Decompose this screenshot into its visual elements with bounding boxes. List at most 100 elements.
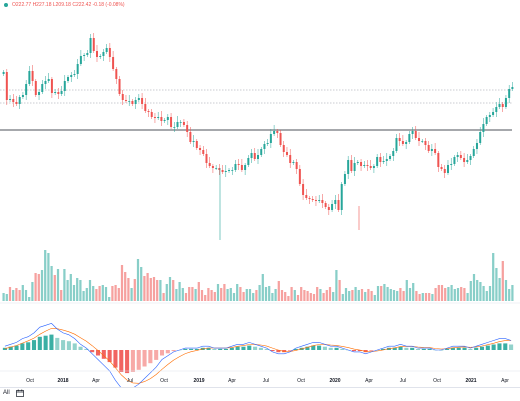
macd-histogram-bar <box>166 350 170 353</box>
candle-body <box>379 157 381 162</box>
volume-bar <box>134 279 136 301</box>
candle-body <box>241 165 243 170</box>
volume-bar <box>194 289 196 301</box>
volume-bar <box>249 289 251 301</box>
volume-bar <box>422 293 424 301</box>
candle-body <box>402 141 404 144</box>
volume-bar <box>233 293 235 301</box>
candle-body <box>354 163 356 171</box>
volume-bar <box>236 284 238 301</box>
x-axis-tick-label: 2019 <box>193 378 204 384</box>
volume-bar <box>50 266 52 301</box>
volume-bar <box>351 290 353 301</box>
macd-histogram-bar <box>108 350 112 362</box>
volume-bar <box>108 297 110 301</box>
candle-body <box>70 75 72 77</box>
candle-body <box>144 104 146 111</box>
volume-bar <box>495 268 497 301</box>
volume-bar <box>268 286 270 301</box>
macd-histogram-bar <box>410 348 414 350</box>
volume-bar <box>31 282 33 301</box>
volume-bar <box>486 291 488 301</box>
volume-bar <box>63 269 65 301</box>
volume-bar <box>60 290 62 301</box>
range-all-button[interactable]: All <box>3 390 10 396</box>
volume-bar <box>294 290 296 301</box>
volume-bar <box>28 297 30 301</box>
candle-body <box>325 203 327 207</box>
candle-body <box>83 55 85 56</box>
volume-bar <box>406 280 408 301</box>
candle-body <box>499 104 501 107</box>
candle-body <box>344 174 346 184</box>
volume-bar <box>396 291 398 301</box>
volume-bar <box>44 250 46 301</box>
volume-bar <box>377 286 379 301</box>
volume-bar <box>9 287 11 301</box>
candle-body <box>77 64 79 74</box>
candle-body <box>338 200 340 210</box>
candle-body <box>128 101 130 102</box>
candle-body <box>492 112 494 115</box>
macd-histogram-bar <box>183 349 187 350</box>
volume-bar <box>287 296 289 301</box>
volume-bar <box>89 280 91 301</box>
volume-bar <box>6 294 8 301</box>
volume-bar <box>156 280 158 301</box>
candle-body <box>421 141 423 142</box>
volume-bar <box>2 293 4 301</box>
candle-body <box>189 132 191 142</box>
candle-body <box>392 151 394 156</box>
volume-bar <box>153 277 155 301</box>
volume-bar <box>281 290 283 301</box>
volume-bar <box>470 281 472 301</box>
volume-bar <box>230 288 232 301</box>
candle-body <box>205 154 207 163</box>
macd-histogram-bar <box>32 340 36 350</box>
volume-bar <box>214 292 216 301</box>
volume-bar <box>415 291 417 301</box>
macd-histogram-bar <box>474 348 478 350</box>
volume-bar <box>79 280 81 301</box>
volume-bar <box>15 288 17 301</box>
candle-body <box>102 52 104 56</box>
volume-bar <box>322 293 324 301</box>
x-axis-tick-label: Apr <box>92 378 100 384</box>
volume-bar <box>130 288 132 301</box>
macd-histogram-bar <box>38 337 42 350</box>
candle-body <box>505 98 507 107</box>
candle-body <box>202 150 204 154</box>
macd-histogram-bar <box>15 346 19 350</box>
volume-bar <box>498 278 500 301</box>
macd-histogram-bar <box>463 348 467 350</box>
candle-body <box>32 71 34 81</box>
volume-bar <box>95 289 97 301</box>
candle-body <box>260 149 262 155</box>
candle-body <box>12 99 14 102</box>
volume-bar <box>380 286 382 301</box>
volume-bar <box>162 293 164 301</box>
candle-body <box>321 200 323 203</box>
candle-body <box>212 166 214 168</box>
volume-bar <box>473 274 475 301</box>
volume-bar <box>511 285 513 301</box>
macd-histogram-bar <box>335 348 339 350</box>
candle-body <box>57 92 59 94</box>
calendar-icon[interactable] <box>16 389 24 397</box>
volume-bar <box>505 280 507 301</box>
x-axis-tick-label: Oct <box>297 378 305 384</box>
volume-bar <box>290 287 292 301</box>
candle-body <box>38 92 40 95</box>
volume-bar <box>262 274 264 301</box>
macd-histogram-bar <box>113 350 117 368</box>
candle-body <box>463 158 465 162</box>
candle-body <box>93 38 95 51</box>
candle-body <box>473 149 475 156</box>
ohlc-legend: O222.77 H227.18 L209.18 C222.42 -0.18 (-… <box>4 2 125 8</box>
candle-body <box>35 81 37 95</box>
candle-body <box>328 207 330 210</box>
candle-body <box>151 112 153 117</box>
ohlc-values: O222.77 H227.18 L209.18 C222.42 -0.18 (-… <box>12 2 125 8</box>
